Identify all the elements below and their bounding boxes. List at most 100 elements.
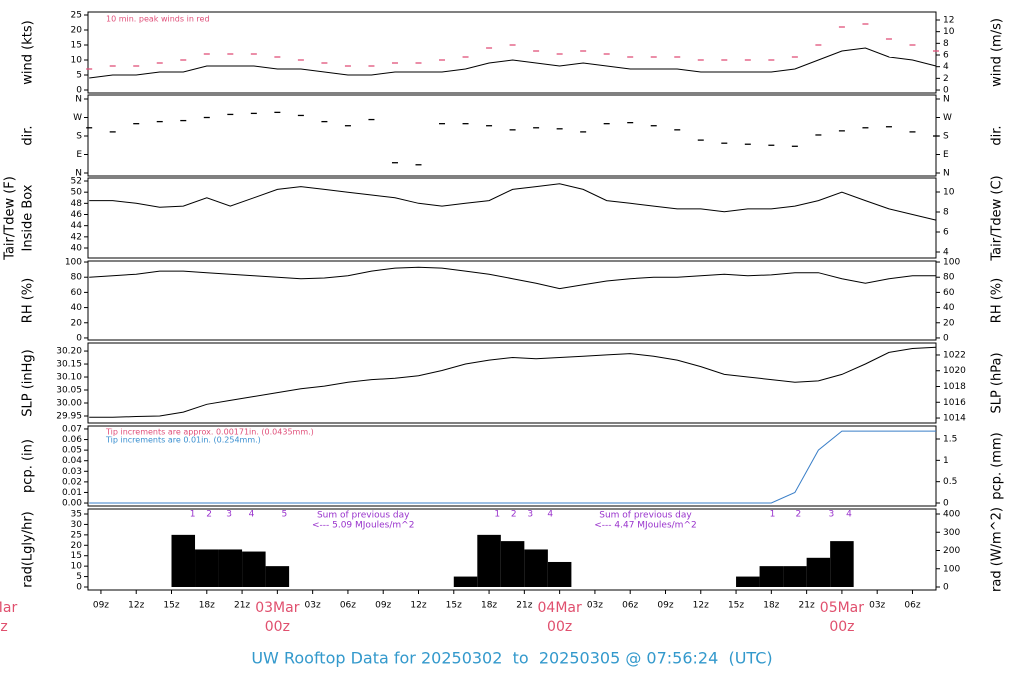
series-line [89,183,937,221]
x-tick-label: 03z [869,601,885,611]
hour-mark: 5 [282,510,288,520]
y-tick-label: 25 [71,11,82,21]
hour-mark: 3 [527,510,533,520]
x-tick-label: 12z [410,601,426,611]
x-tick-label: 12z [128,601,144,611]
sum-label: Sum of previous day [317,511,410,521]
y2-tick-label: 1014 [943,414,966,424]
x-tick-label: 15z [728,601,744,611]
y-tick-label: 20 [71,26,83,36]
y2-tick-label: N [943,168,950,178]
x-tick-label: 21z [799,601,815,611]
y2-tick-label: 300 [943,528,960,538]
bar [547,561,572,587]
bar [218,549,243,587]
panel-frame [87,342,937,424]
y2-axis-label: RH (%) [990,278,1005,323]
y2-tick-label: 80 [943,273,955,283]
y-tick-label: 15 [71,551,82,561]
bar [265,566,290,587]
y2-tick-label: 20 [943,318,955,328]
y-tick-label: 0.00 [62,499,82,509]
y2-tick-label: N [943,95,950,105]
y-tick-label: 0 [76,333,82,343]
y-tick-label: 52 [71,177,82,187]
x-tick-label: 09z [93,601,109,611]
y2-tick-label: 0 [943,86,949,96]
y2-tick-label: 1 [943,456,949,466]
x-tick-label: 09z [375,601,391,611]
x-tick-label: 18z [763,601,779,611]
y-tick-label: 46 [71,210,83,220]
bar [171,534,196,587]
panel-frame [87,11,937,94]
bar [783,566,807,587]
date-label: 03Mar [255,600,299,616]
annotation: 10 min. peak winds in red [106,15,210,24]
y-axis-label: rad(Lgly/hr) [21,511,36,587]
y-tick-label: 40 [71,244,83,254]
y2-tick-label: 12 [943,15,954,25]
hour-mark: 4 [547,510,553,520]
y-axis-label: dir. [21,125,36,145]
y2-tick-label: 10 [943,27,955,37]
bar [830,541,854,587]
y2-tick-label: 8 [943,39,949,49]
y-tick-label: 35 [71,510,82,520]
bar [524,549,548,587]
y-tick-label: 20 [71,318,83,328]
hour-mark: 1 [190,510,196,520]
y-tick-label: 0 [76,86,82,96]
y-tick-label: 5 [76,572,82,582]
annotation: Tip increments are 0.01in. (0.254mm.) [105,436,261,445]
panel-frame [87,260,937,341]
panel-frame [87,94,937,177]
y-tick-label: 30.10 [56,373,82,383]
y-tick-label: 44 [71,221,83,231]
x-tick-label: 15z [446,601,462,611]
bar [759,566,784,587]
hour-mark: 1 [770,510,776,520]
series-line [89,430,936,504]
panel-frame [87,425,937,507]
y2-tick-label: 10 [943,188,955,198]
date-time-label: 00z [547,619,572,635]
y2-tick-label: 60 [943,288,955,298]
hour-mark: 3 [226,510,232,520]
y2-axis-label: dir. [990,125,1005,145]
y2-tick-label: 0 [943,583,949,593]
y-axis-label: SLP (inHg) [21,349,36,417]
x-tick-label: 18z [481,601,497,611]
panel-frame [87,508,937,591]
y2-tick-label: 1.5 [943,435,957,445]
y-tick-label: 15 [71,41,82,51]
bar [453,576,478,587]
y2-tick-label: S [943,132,949,142]
y2-tick-label: 100 [943,258,960,268]
y-tick-label: 25 [71,530,82,540]
date-label: 04Mar [538,600,582,616]
x-tick-label: 03z [305,601,321,611]
y-tick-label: 30.00 [56,399,82,409]
x-tick-label: 12z [693,601,709,611]
y2-tick-label: W [943,113,952,123]
series-line [89,47,937,79]
y-tick-label: 60 [71,288,83,298]
y-tick-label: 100 [65,258,82,268]
y-tick-label: W [73,113,82,123]
y-tick-label: 10 [71,56,83,66]
y-axis-label: wind (kts) [21,20,36,84]
sum-label: Sum of previous day [599,511,692,521]
hour-mark: 4 [249,510,255,520]
y-tick-label: 30.05 [56,386,82,396]
y2-tick-label: 200 [943,546,960,556]
series-line [89,346,937,418]
y2-tick-label: 2 [943,74,949,84]
hour-mark: 4 [846,510,852,520]
y-tick-label: 20 [71,541,83,551]
bar [242,551,266,587]
y2-tick-label: E [943,150,949,160]
y-tick-label: 48 [71,199,83,209]
date-time-label: 00z [0,619,8,635]
y2-tick-label: 6 [943,228,949,238]
